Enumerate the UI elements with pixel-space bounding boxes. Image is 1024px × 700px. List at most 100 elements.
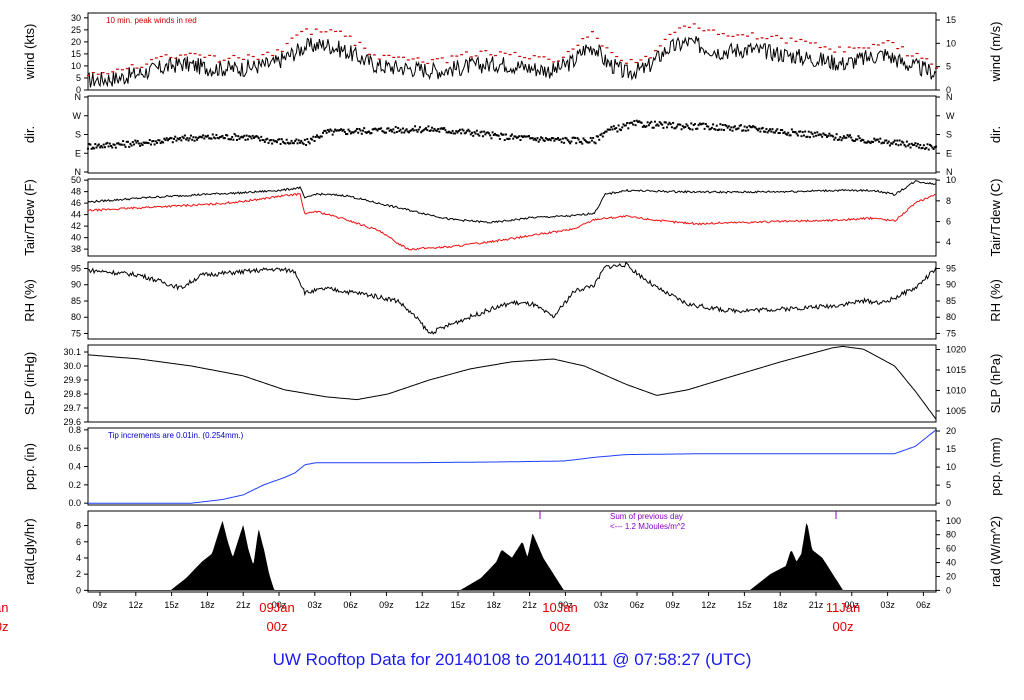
series-point [935, 145, 937, 148]
series-point [644, 55, 648, 58]
series-point [249, 135, 252, 138]
right-axis-label: pcp. (mm) [988, 437, 1003, 496]
series-point [284, 142, 287, 145]
series-point [237, 135, 240, 138]
series-point [305, 28, 309, 30]
series-point [835, 133, 838, 136]
x-tick-label: 12z [701, 600, 716, 610]
series-point [222, 137, 225, 140]
series-point [125, 140, 128, 143]
left-tick-label: E [75, 148, 81, 158]
series-point [605, 47, 609, 49]
series-point [427, 125, 430, 128]
series-point [801, 131, 804, 134]
series-point [135, 67, 139, 69]
series-point [605, 130, 608, 133]
series-point [501, 133, 504, 136]
series-point [110, 144, 113, 147]
series-point [699, 123, 702, 126]
series-point [858, 137, 861, 140]
series-point [576, 137, 579, 140]
series-point [590, 139, 593, 142]
series-point [919, 143, 922, 146]
series-point [189, 134, 192, 137]
series-point [845, 136, 848, 139]
series-point [802, 134, 805, 137]
series-point [770, 130, 773, 133]
series-point [811, 132, 814, 135]
series-point [261, 54, 265, 56]
series-point [89, 143, 92, 146]
series-point [723, 129, 725, 132]
series-point [248, 135, 251, 138]
left-tick-label: 25 [71, 25, 81, 35]
series-point [354, 129, 357, 132]
series-point [506, 137, 509, 140]
series-point [308, 142, 311, 145]
series-point [199, 135, 202, 138]
series-point [517, 136, 520, 139]
series-point [656, 123, 659, 126]
series-point [149, 59, 153, 61]
x-tick-label: 12z [129, 600, 144, 610]
right-tick-label: W [946, 111, 955, 121]
series-point [672, 121, 675, 124]
series-point [669, 123, 672, 126]
x-tick-label: 00z [845, 600, 860, 610]
series-point [565, 137, 568, 140]
series-point [186, 137, 189, 140]
series-point [702, 122, 705, 125]
right-tick-label: 15 [946, 444, 956, 454]
x-tick-label: 06z [916, 600, 931, 610]
series-point [584, 140, 587, 143]
series-point [361, 129, 364, 132]
series-point [420, 131, 423, 134]
series-point [813, 131, 816, 134]
series-point [828, 132, 831, 135]
series-point [387, 127, 390, 130]
right-tick-label: S [946, 130, 952, 140]
series-point [285, 42, 289, 45]
series-point [606, 128, 609, 131]
series-point [383, 131, 386, 134]
x-tick-label: 00z [272, 600, 287, 610]
series-point [600, 45, 604, 47]
left-tick-label: W [73, 111, 82, 121]
series-point [328, 130, 331, 133]
series-point [615, 55, 619, 58]
series-point [925, 58, 929, 60]
series-point [360, 132, 363, 135]
x-tick-label: 15z [737, 600, 752, 610]
series-point [842, 135, 845, 138]
series-point [168, 138, 171, 141]
series-point [620, 59, 624, 61]
series-point [649, 57, 653, 59]
series-point [931, 146, 934, 149]
series-point [508, 137, 511, 140]
series-point [216, 136, 219, 139]
series-point [236, 138, 239, 141]
series-point [451, 129, 454, 132]
series-point [358, 128, 361, 131]
series-point [87, 147, 89, 150]
series-point [655, 124, 658, 127]
series-point [312, 135, 315, 138]
series-point [710, 126, 713, 129]
series-point [380, 127, 383, 130]
series-point [850, 136, 853, 139]
series-point [421, 130, 424, 133]
left-tick-label: 40 [71, 233, 81, 243]
series-point [741, 129, 744, 132]
series-point [120, 143, 123, 146]
series-point [692, 23, 696, 25]
series-point [348, 35, 352, 37]
series-point [933, 146, 936, 149]
series-point [443, 127, 446, 130]
series-point [513, 51, 517, 54]
series-point [742, 129, 745, 132]
series-point [314, 135, 317, 138]
series-point [765, 38, 769, 40]
series-point [657, 124, 660, 127]
series-point [743, 125, 746, 128]
series-point [494, 54, 498, 57]
